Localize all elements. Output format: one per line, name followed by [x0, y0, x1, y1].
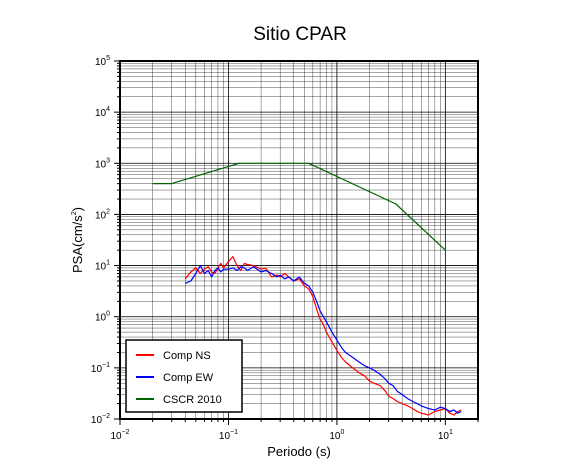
x-tick-label-base: 10: [438, 431, 450, 442]
x-tick-label-exponent: −2: [122, 429, 130, 436]
y-tick-label: 100: [95, 311, 110, 324]
y-tick-label-base: 10: [95, 210, 107, 221]
y-tick-label-base: 10: [95, 262, 107, 273]
legend-label: Comp EW: [163, 372, 214, 384]
x-tick-labels: 10−2 10−1 100 101: [110, 429, 453, 442]
series-lines: [152, 162, 462, 416]
x-tick-label: 100: [329, 429, 344, 442]
y-tick-label-exponent: −2: [102, 413, 110, 420]
y-tick-label: 10−1: [91, 362, 110, 375]
x-tick-label-base: 10: [110, 431, 122, 442]
y-tick-label: 105: [95, 55, 110, 68]
y-tick-label-base: 10: [95, 159, 107, 170]
y-axis-label-exponent: 2: [71, 211, 78, 215]
y-tick-label-base: 10: [91, 364, 103, 375]
y-tick-label-exponent: −1: [102, 362, 110, 369]
x-tick-label-exponent: −1: [230, 429, 238, 436]
legend: Comp NS Comp EW CSCR 2010: [125, 339, 243, 413]
x-tick-label: 10−2: [110, 429, 129, 442]
y-axis-label-base: PSA(cm/s: [70, 215, 85, 273]
y-tick-label-exponent: 5: [106, 55, 110, 62]
x-tick-label-base: 10: [219, 431, 231, 442]
legend-label: CSCR 2010: [163, 394, 222, 406]
x-tick-label-exponent: 0: [341, 429, 345, 436]
y-tick-label-base: 10: [95, 108, 107, 119]
y-tick-label-exponent: 3: [106, 157, 110, 164]
y-tick-label: 102: [95, 208, 110, 221]
y-tick-label-exponent: 2: [106, 208, 110, 215]
series-line-3: [152, 162, 446, 251]
y-axis-label: PSA(cm/s2): [70, 207, 85, 273]
y-axis-label-tail: ): [70, 207, 85, 211]
series-line-1: [184, 256, 462, 416]
plot-frame: [119, 60, 479, 420]
legend-label: Comp NS: [163, 350, 211, 362]
y-tick-label: 101: [95, 260, 110, 273]
y-tick-label-exponent: 4: [106, 106, 110, 113]
y-tick-label-base: 10: [95, 313, 107, 324]
y-tick-label: 10−2: [91, 413, 110, 426]
x-axis-label: Periodo (s): [267, 444, 331, 459]
y-tick-label-base: 10: [91, 415, 103, 426]
y-tick-label-exponent: 0: [106, 311, 110, 318]
x-tick-label-base: 10: [329, 431, 341, 442]
chart-title: Sitio CPAR: [253, 24, 347, 45]
axis-ticks: [114, 60, 479, 425]
x-tick-label: 101: [438, 429, 453, 442]
x-tick-label: 10−1: [219, 429, 238, 442]
series-line-2: [185, 265, 462, 414]
y-tick-label: 104: [95, 106, 110, 119]
x-tick-label-exponent: 1: [449, 429, 453, 436]
y-tick-label-base: 10: [95, 57, 107, 68]
y-tick-label: 103: [95, 157, 110, 170]
y-tick-label-exponent: 1: [106, 260, 110, 267]
